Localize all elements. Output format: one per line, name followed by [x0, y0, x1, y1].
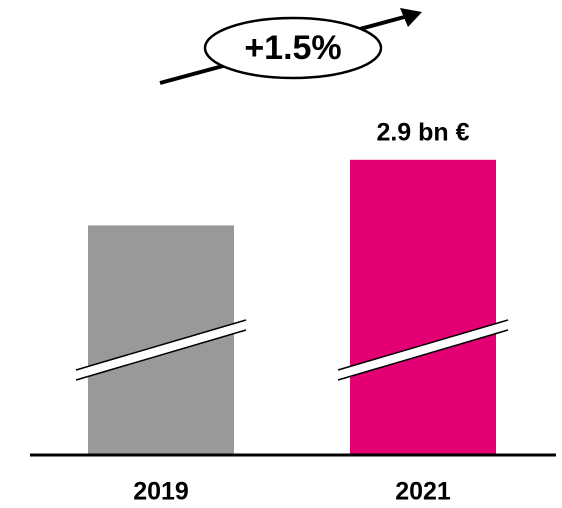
x-tick-label: 2021	[395, 478, 451, 506]
annotation-bubble	[203, 16, 383, 80]
x-tick-label: 2019	[133, 478, 189, 506]
value-label: 2.9 bn €	[376, 118, 469, 146]
axis-break	[76, 320, 246, 380]
bar	[350, 159, 496, 456]
break-line	[337, 319, 509, 371]
annotation: +1.5%	[244, 29, 341, 67]
break-line	[75, 319, 247, 371]
break-line	[75, 329, 247, 381]
axis-break	[338, 320, 508, 380]
break-line	[337, 329, 509, 381]
arrow-head	[400, 8, 422, 27]
